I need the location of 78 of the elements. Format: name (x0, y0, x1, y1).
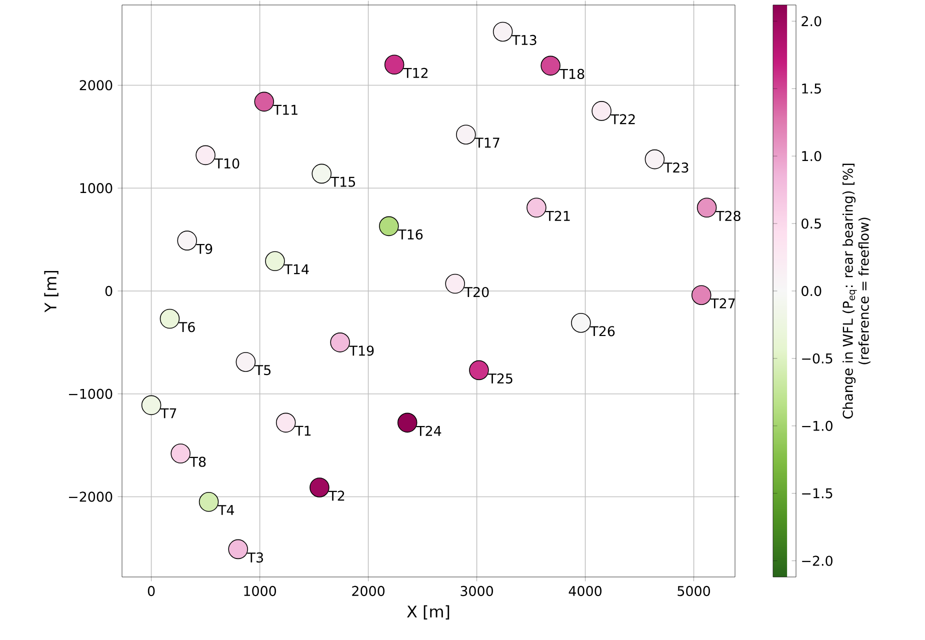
point (236, 352, 256, 372)
y-axis-title: Y [m] (44, 270, 58, 312)
color-bar-label: −1.5 (802, 488, 832, 498)
annotation: T10 (214, 158, 240, 169)
annotation: T24 (416, 426, 442, 436)
annotation: T26 (590, 326, 615, 336)
color-bar-label: −0.5 (802, 353, 832, 364)
x-tick-label: 1000 (244, 586, 276, 596)
x-tick-label: 2000 (352, 586, 385, 596)
annotation: T6 (178, 322, 195, 332)
annotation: T3 (247, 552, 263, 563)
annotation: T14 (284, 264, 309, 274)
point (312, 164, 332, 184)
color-bar-label: 1.5 (802, 84, 821, 94)
x-axis-title: X [m] (407, 605, 450, 620)
point (571, 312, 591, 333)
color-bar-label: 0.0 (802, 286, 822, 296)
point (228, 539, 248, 560)
color-bar-label: 1.0 (802, 150, 822, 162)
x-tick-label: 5000 (678, 586, 710, 596)
annotation: T27 (710, 298, 735, 308)
x-tick-label: 3000 (460, 586, 494, 596)
color-bar-label: −1.0 (802, 420, 832, 431)
annotation: T17 (475, 138, 500, 148)
annotation: T5 (254, 365, 270, 376)
point (397, 412, 418, 433)
annotation: T12 (403, 68, 428, 78)
y-tick-label: −2000 (69, 492, 112, 502)
point (330, 332, 350, 352)
annotation: T19 (349, 346, 374, 356)
point (592, 101, 612, 121)
point (469, 360, 489, 380)
x-tick-label: 4000 (568, 586, 602, 596)
color-bar-label: −2.0 (802, 556, 832, 566)
y-tick-label: 2000 (80, 80, 112, 90)
color-bar-label: 2.0 (802, 16, 822, 26)
point (196, 145, 216, 166)
annotation: T2 (328, 490, 344, 501)
annotation: T28 (716, 210, 740, 222)
point (160, 308, 180, 329)
annotation: T18 (560, 68, 584, 80)
point (170, 444, 190, 464)
point (384, 54, 404, 75)
annotation: T15 (330, 176, 355, 187)
point (492, 22, 513, 42)
point (691, 285, 712, 305)
annotation: T9 (196, 244, 212, 254)
color-bar-label: 0.5 (802, 218, 821, 229)
annotation: T22 (610, 114, 635, 124)
annotation: T1 (294, 426, 311, 436)
point (456, 124, 476, 145)
point (540, 56, 560, 76)
point (310, 478, 330, 498)
annotation: T7 (160, 408, 176, 418)
annotation: T16 (398, 229, 423, 240)
point (177, 230, 198, 250)
annotation: T23 (664, 162, 688, 173)
point (379, 216, 399, 236)
point (526, 198, 546, 218)
point (276, 412, 296, 433)
point (696, 198, 717, 218)
annotation: T11 (273, 104, 298, 115)
annotation: T25 (488, 373, 512, 384)
annotation: T8 (190, 456, 206, 467)
annotation: T4 (218, 505, 234, 515)
annotation: T21 (546, 210, 570, 221)
point (141, 395, 162, 416)
x-tick-label: 0 (148, 586, 155, 596)
point (198, 492, 219, 512)
point (445, 274, 465, 294)
annotation: T13 (512, 34, 536, 46)
annotation: T20 (464, 286, 489, 298)
y-tick-label: 0 (105, 286, 112, 296)
y-tick-label: −1000 (69, 388, 112, 399)
point (265, 251, 285, 272)
point (644, 149, 665, 170)
y-tick-label: 1000 (80, 183, 112, 194)
point (254, 92, 274, 112)
